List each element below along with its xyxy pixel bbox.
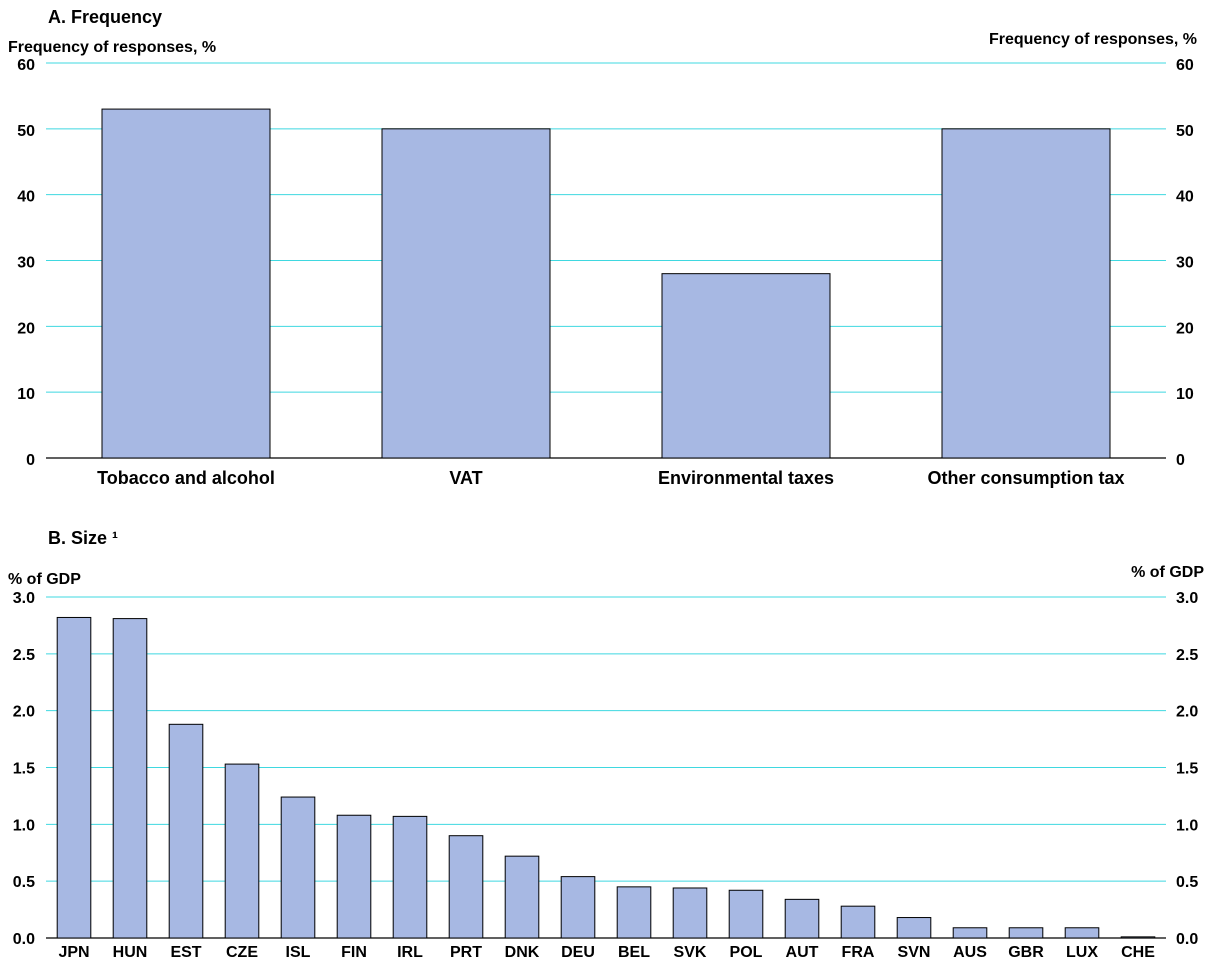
panel-b-category-label: JPN — [58, 944, 89, 961]
panel-b-category-labels: JPN HUN EST CZE ISL FIN IRL PRT DNK DEU BEL SVK POL A… — [58, 944, 1155, 961]
panel-a-left-tick-label: 50 — [17, 123, 35, 140]
panel-b-title: B. Size ¹ — [48, 528, 118, 548]
panel-a-category-label: Environmental taxes — [658, 468, 834, 488]
panel-a-bar — [381, 128, 551, 459]
panel-b-bar — [504, 855, 540, 939]
panel-b-category-label: AUT — [786, 944, 819, 961]
panel-b-right-tick-label: 0.0 — [1176, 931, 1198, 948]
panel-b-tick-labels: 0.0 0.0 0.5 0.5 1.0 1.0 1.5 1.5 2.0 2.0 2.5 2.5 3.0 3… — [13, 590, 1199, 948]
panel-b-right-axis-unit: % of GDP — [1131, 564, 1204, 581]
panel-a-left-tick-label: 0 — [26, 452, 35, 469]
panel-b-left-tick-label: 3.0 — [13, 590, 35, 607]
panel-a-right-tick-label: 40 — [1176, 189, 1194, 206]
panel-b-left-tick-label: 2.5 — [13, 647, 35, 664]
panel-b-category-label: SVN — [898, 944, 931, 961]
panel-b-category-label: GBR — [1008, 944, 1044, 961]
panel-b-category-label: IRL — [397, 944, 423, 961]
panel-b-bar — [560, 876, 596, 939]
panel-b-right-tick-label: 2.0 — [1176, 704, 1198, 721]
panel-a-left-tick-label: 10 — [17, 386, 35, 403]
panel-b-bar — [392, 815, 428, 939]
panel-b-category-label: DEU — [561, 944, 595, 961]
panel-b-bar — [672, 887, 708, 939]
panel-a-right-tick-label: 30 — [1176, 255, 1194, 272]
panel-b-gridlines — [46, 596, 1166, 939]
panel-b-category-label: CZE — [226, 944, 258, 961]
panel-b-bar — [168, 723, 204, 939]
panel-b-bar — [784, 898, 820, 939]
panel-b-bar — [336, 814, 372, 939]
panel-a-bar — [101, 108, 271, 459]
panel-b-bar — [280, 796, 316, 939]
panel-b-right-tick-label: 1.5 — [1176, 761, 1198, 778]
panel-b-left-tick-label: 1.0 — [13, 817, 35, 834]
panel-b-category-label: FRA — [842, 944, 875, 961]
panel-b-bar — [952, 927, 988, 939]
panel-b-category-label: EST — [170, 944, 201, 961]
panel-a-category-label: Tobacco and alcohol — [97, 468, 275, 488]
panel-b-right-tick-label: 0.5 — [1176, 874, 1198, 891]
panel-b-category-label: LUX — [1066, 944, 1098, 961]
panel-b-bar — [112, 618, 148, 939]
panel-b-left-tick-label: 1.5 — [13, 761, 35, 778]
panel-b-bar — [56, 616, 92, 939]
panel-b-size: B. Size ¹ % of GDP % of GDP 0.0 0.0 0.5 0.5… — [8, 528, 1204, 961]
panel-b-bar — [840, 905, 876, 939]
panel-b-left-tick-label: 2.0 — [13, 704, 35, 721]
panel-b-bar — [1064, 927, 1100, 939]
panel-a-right-axis-unit: Frequency of responses, % — [989, 31, 1197, 48]
panel-a-right-tick-label: 60 — [1176, 57, 1194, 74]
panel-a-bar — [941, 128, 1111, 459]
panel-b-bar — [448, 835, 484, 939]
panel-b-bar — [728, 889, 764, 939]
panel-a-category-labels: Tobacco and alcohol VAT Environmental taxe… — [97, 468, 1124, 488]
panel-b-category-label: POL — [730, 944, 763, 961]
panel-b-category-label: PRT — [450, 944, 482, 961]
panel-a-right-tick-label: 0 — [1176, 452, 1185, 469]
panel-b-right-tick-label: 2.5 — [1176, 647, 1198, 664]
panel-b-left-tick-label: 0.5 — [13, 874, 35, 891]
panel-b-category-label: HUN — [113, 944, 148, 961]
panel-b-bars — [56, 616, 1156, 939]
panel-b-category-label: BEL — [618, 944, 650, 961]
panel-a-category-label: VAT — [449, 468, 482, 488]
panel-b-left-axis-unit: % of GDP — [8, 571, 81, 588]
panel-a-title: A. Frequency — [48, 7, 162, 27]
panel-b-right-tick-label: 3.0 — [1176, 590, 1198, 607]
panel-a-right-tick-label: 50 — [1176, 123, 1194, 140]
panel-b-category-label: CHE — [1121, 944, 1155, 961]
panel-a-left-tick-label: 40 — [17, 189, 35, 206]
panel-a-frequency: A. Frequency Frequency of responses, % F… — [8, 7, 1197, 488]
panel-a-left-tick-label: 30 — [17, 255, 35, 272]
panel-a-right-tick-label: 20 — [1176, 320, 1194, 337]
panel-b-bar — [224, 763, 260, 939]
panel-b-bar — [1008, 927, 1044, 939]
panel-b-category-label: ISL — [286, 944, 311, 961]
panel-b-bar — [616, 886, 652, 939]
panel-a-bar — [661, 273, 831, 459]
panel-a-bars — [101, 108, 1111, 459]
panel-b-bar — [896, 917, 932, 939]
panel-a-left-tick-label: 20 — [17, 320, 35, 337]
panel-a-left-tick-label: 60 — [17, 57, 35, 74]
panel-a-right-tick-label: 10 — [1176, 386, 1194, 403]
panel-b-category-label: DNK — [505, 944, 540, 961]
panel-b-category-label: SVK — [674, 944, 707, 961]
panel-b-right-tick-label: 1.0 — [1176, 817, 1198, 834]
panel-a-category-label: Other consumption tax — [927, 468, 1124, 488]
panel-b-category-label: AUS — [953, 944, 987, 961]
panel-b-bar — [1120, 936, 1156, 939]
panel-a-left-axis-unit: Frequency of responses, % — [8, 39, 216, 56]
panel-a-tick-labels: 0 0 10 10 20 20 30 30 40 40 50 50 60 60 — [17, 57, 1194, 469]
panel-b-category-label: FIN — [341, 944, 367, 961]
panel-b-left-tick-label: 0.0 — [13, 931, 35, 948]
